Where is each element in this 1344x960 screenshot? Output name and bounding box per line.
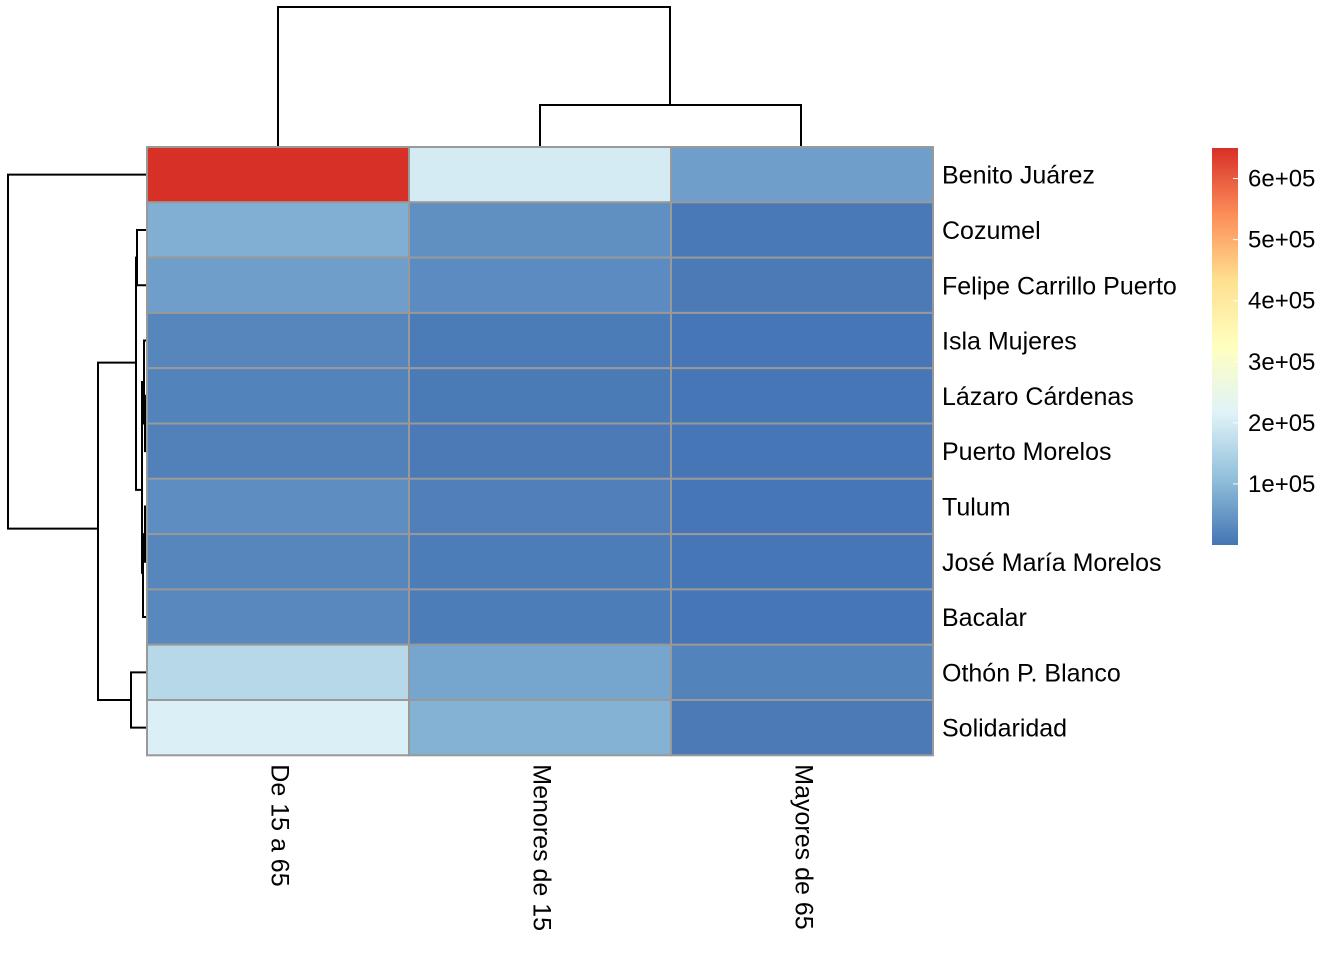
legend-tick-label: 3e+05 xyxy=(1248,349,1315,376)
heatmap-cell xyxy=(670,311,934,370)
column-labels: De 15 a 65 Menores de 15 Mayores de 65 xyxy=(265,764,817,931)
heatmap-cell xyxy=(408,588,672,646)
column-label: Mayores de 65 xyxy=(789,764,817,929)
row-dendrogram-branch xyxy=(142,533,147,619)
legend-tick-label: 4e+05 xyxy=(1248,288,1315,315)
heatmap-cell xyxy=(408,643,672,702)
heatmap-cell xyxy=(146,201,410,259)
heatmap-cell xyxy=(670,422,934,480)
row-label: Solidaridad xyxy=(942,715,1067,743)
row-label: Cozumel xyxy=(942,217,1041,245)
row-label: Puerto Morelos xyxy=(942,438,1112,466)
row-dendrogram xyxy=(7,173,147,729)
row-label: Benito Juárez xyxy=(942,162,1095,190)
heatmap-cell xyxy=(670,201,934,259)
heatmap-cell xyxy=(146,533,410,591)
heatmap-cell xyxy=(670,699,934,757)
heatmap-cell xyxy=(146,477,410,536)
column-label: Menores de 15 xyxy=(527,764,555,931)
legend-tick-label: 5e+05 xyxy=(1248,227,1315,254)
row-label: José María Morelos xyxy=(942,549,1162,577)
heatmap-cell xyxy=(146,367,410,425)
heatmap-cell xyxy=(670,477,934,536)
legend-tick-label: 6e+05 xyxy=(1248,166,1315,193)
legend-color-bar xyxy=(1212,148,1238,545)
row-label: Othón P. Blanco xyxy=(942,659,1121,687)
heatmap-cell xyxy=(146,699,410,757)
heatmap-cell xyxy=(408,201,672,259)
heatmap-cell xyxy=(146,588,410,646)
column-dendrogram xyxy=(277,6,802,147)
legend-tick-label: 1e+05 xyxy=(1248,471,1315,498)
row-dendrogram-branch xyxy=(136,228,147,287)
heatmap-cells xyxy=(146,146,934,757)
row-labels: Benito Juárez Cozumel Felipe Carrillo Puer… xyxy=(942,162,1177,743)
heatmap-cell xyxy=(408,367,672,425)
color-legend: 1e+05 2e+05 3e+05 4e+05 5e+05 6e+05 xyxy=(1212,148,1315,545)
heatmap-cell xyxy=(408,422,672,480)
heatmap-cell xyxy=(670,588,934,646)
heatmap-cell xyxy=(670,533,934,591)
row-dendrogram-branch xyxy=(97,361,136,701)
column-label: De 15 a 65 xyxy=(265,764,293,886)
row-dendrogram-branch xyxy=(7,173,147,530)
heatmap-cell xyxy=(146,311,410,370)
row-label: Tulum xyxy=(942,493,1011,521)
heatmap-cell xyxy=(408,533,672,591)
heatmap-cell xyxy=(146,422,410,480)
heatmap-cell xyxy=(408,699,672,757)
row-label: Isla Mujeres xyxy=(942,328,1077,356)
heatmap-cell xyxy=(408,146,672,204)
heatmap-cell xyxy=(146,256,410,314)
legend-tick-label: 2e+05 xyxy=(1248,410,1315,437)
heatmap-cell xyxy=(670,256,934,314)
heatmap-cell xyxy=(670,146,934,204)
heatmap-cell xyxy=(408,477,672,536)
row-label: Bacalar xyxy=(942,604,1027,632)
heatmap-cell xyxy=(408,256,672,314)
heatmap-cell xyxy=(146,643,410,702)
heatmap-cell xyxy=(408,311,672,370)
heatmap-cell xyxy=(146,146,410,204)
heatmap-cell xyxy=(670,643,934,702)
row-label: Felipe Carrillo Puerto xyxy=(942,272,1177,300)
row-dendrogram-branch xyxy=(130,671,147,729)
heatmap-cell xyxy=(670,367,934,425)
column-dendrogram-branch xyxy=(539,104,802,147)
column-dendrogram-branch xyxy=(277,6,671,147)
row-dendrogram-branch xyxy=(135,256,142,491)
row-dendrogram-branch xyxy=(141,381,144,574)
row-label: Lázaro Cárdenas xyxy=(942,383,1134,411)
